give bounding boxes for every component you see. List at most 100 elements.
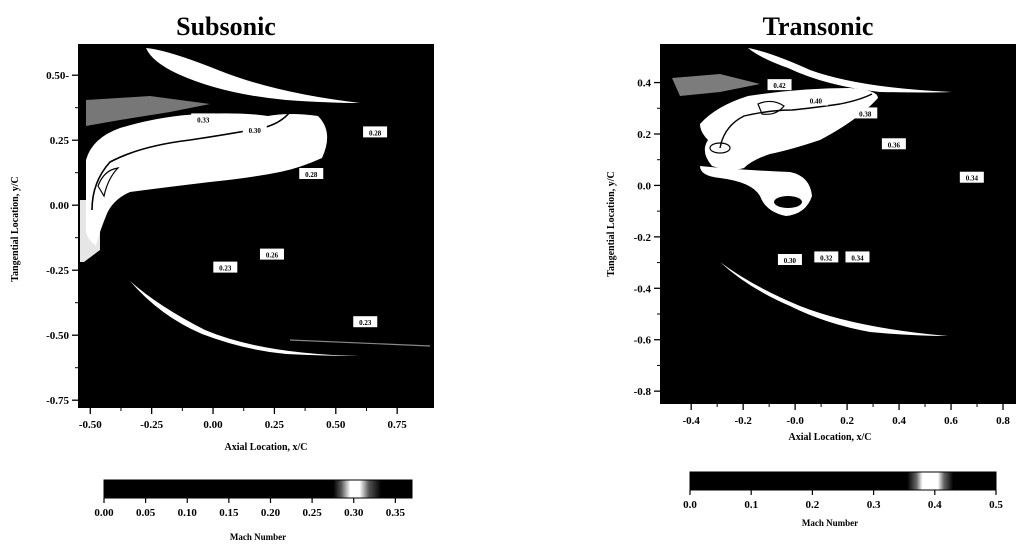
subsonic-contour-labels: 0.33 0.30 0.28 0.28 0.26 0.23 0.23	[191, 113, 388, 328]
transonic-title: Transonic	[763, 12, 874, 41]
subsonic-contour-label-box	[213, 261, 238, 273]
transonic-contour-label-box	[881, 138, 906, 150]
transonic-x-tick-label: -0.2	[734, 415, 752, 427]
subsonic-contour-line-inner	[97, 167, 120, 198]
subsonic-speckle-region	[86, 96, 210, 126]
transonic-contour-label: 0.40	[810, 98, 823, 106]
transonic-contour-label: 0.36	[888, 141, 901, 149]
transonic-lower-blade	[720, 262, 948, 336]
transonic-x-axis-label: Axial Location, x/C	[788, 432, 871, 443]
transonic-colorbar-tick-label: 0.3	[867, 499, 881, 511]
subsonic-contour-label: 0.28	[305, 171, 318, 179]
subsonic-contour-label-box	[299, 168, 324, 179]
subsonic-contour-line	[91, 111, 291, 211]
subsonic-colorbar: 0.00 0.05 0.10 0.15 0.20 0.25 0.30 0.35 Mach Nu…	[94, 479, 413, 542]
transonic-colorbar: 0.0 0.1 0.2 0.3 0.4 0.5 Mach Number	[683, 471, 1003, 528]
subsonic-x-tick-label: 0.00	[203, 419, 223, 431]
subsonic-x-tick-label: 0.75	[388, 419, 408, 431]
transonic-y-tick-label: 0.0	[637, 180, 651, 192]
transonic-y-tick-label: -0.6	[634, 335, 652, 347]
subsonic-colorbar-tick-label: 0.25	[302, 507, 322, 519]
transonic-x-tick-label: 0.4	[892, 415, 906, 427]
subsonic-contour-label: 0.23	[359, 319, 372, 327]
transonic-high-mach-region	[700, 88, 878, 170]
subsonic-title: Subsonic	[176, 12, 276, 41]
subsonic-wake-streak	[289, 339, 431, 347]
transonic-contour-label: 0.34	[851, 254, 864, 262]
transonic-colorbar-tick-label: 0.1	[744, 499, 758, 511]
transonic-contour-label: 0.30	[784, 257, 797, 265]
subsonic-x-tick-label: -0.50	[79, 419, 102, 431]
subsonic-lower-blade	[130, 281, 360, 356]
subsonic-colorbar-tick-label: 0.05	[136, 507, 156, 519]
transonic-contour-label-box	[959, 171, 984, 183]
transonic-contour-line	[719, 93, 873, 149]
subsonic-panel: Subsonic 0.33 0.30 0.28 0.28 0.26 0.23 0.23 -0…	[10, 12, 434, 542]
transonic-contour-label-box	[767, 79, 792, 91]
transonic-contour-label: 0.38	[859, 110, 872, 118]
transonic-colorbar-tick-label: 0.5	[989, 499, 1003, 511]
transonic-x-tick-label: 0.6	[944, 415, 958, 427]
transonic-contour-label-box	[777, 254, 802, 265]
subsonic-y-tick-label: -0.25	[46, 265, 69, 277]
subsonic-contour-label: 0.28	[369, 129, 382, 137]
transonic-panel: Transonic 0.420.400.380.360.340.30 0.32 0.…	[606, 12, 1016, 528]
subsonic-colorbar-tick-label: 0.30	[344, 507, 364, 519]
subsonic-contour-label: 0.26	[266, 252, 279, 260]
transonic-contour-loop	[757, 100, 785, 115]
transonic-contour-labels: 0.42 0.40 0.38 0.36 0.34 0.30 0.32 0.34	[767, 79, 984, 265]
subsonic-y-tick-label: 0.25	[50, 135, 70, 147]
transonic-y-tick-label: -0.8	[634, 386, 652, 398]
subsonic-high-mach-region	[86, 113, 328, 246]
transonic-x-tick-label: -0.4	[682, 415, 700, 427]
transonic-colorbar-tick-label: 0.0	[683, 499, 697, 511]
subsonic-contour-label-box	[353, 316, 378, 328]
transonic-colorbar-label: Mach Number	[802, 518, 858, 528]
subsonic-contour-label: 0.23	[219, 265, 232, 273]
subsonic-contour-label-box	[259, 248, 284, 260]
transonic-speckle-region	[672, 74, 760, 96]
subsonic-x-tick-label: 0.25	[265, 419, 285, 431]
transonic-y-tick-label: 0.4	[637, 78, 651, 90]
subsonic-colorbar-tick-label: 0.35	[386, 507, 406, 519]
transonic-contour-bubble	[774, 196, 802, 208]
transonic-contour-label: 0.42	[773, 82, 786, 90]
subsonic-contour-label: 0.30	[249, 127, 262, 135]
subsonic-x-tick-label: 0.50	[326, 419, 346, 431]
transonic-contour-label-box	[803, 94, 828, 106]
subsonic-contour-label-box	[363, 126, 388, 138]
subsonic-colorbar-ticks: 0.00 0.05 0.10 0.15 0.20 0.25 0.30 0.35	[94, 498, 405, 519]
subsonic-y-tick-label: -0.75	[46, 395, 69, 407]
subsonic-speckle-lower	[80, 200, 100, 262]
transonic-upper-blade	[748, 48, 952, 93]
transonic-colorbar-tick-label: 0.2	[806, 499, 820, 511]
subsonic-contour-label-box	[242, 123, 267, 135]
transonic-contour-label: 0.34	[966, 175, 979, 183]
transonic-x-tick-label: -0.0	[786, 415, 804, 427]
subsonic-contour-label: 0.33	[197, 116, 210, 124]
transonic-x-ticks: -0.4 -0.2 -0.0 0.2 0.4 0.6 0.8	[682, 404, 1010, 427]
transonic-contour-bubble-left	[709, 142, 731, 154]
subsonic-colorbar-tick-label: 0.10	[178, 507, 198, 519]
transonic-contour-label: 0.32	[820, 254, 833, 262]
subsonic-y-ticks: 0.50- 0.25 0.00 -0.25 -0.50 -0.75	[46, 70, 78, 407]
transonic-y-axis-label: Tangential Location, y/C	[606, 171, 617, 276]
subsonic-plot-area	[78, 44, 434, 408]
transonic-y-tick-label: 0.2	[637, 129, 651, 141]
transonic-y-ticks: 0.4 0.2 0.0 -0.2 -0.4 -0.6 -0.8	[634, 78, 660, 398]
subsonic-x-ticks: -0.50 -0.25 0.00 0.25 0.50 0.75	[79, 408, 407, 431]
subsonic-y-tick-label: 0.00	[50, 200, 70, 212]
transonic-contour-label-box	[814, 251, 839, 263]
subsonic-x-axis-label: Axial Location, x/C	[224, 442, 307, 453]
transonic-plot-area	[660, 44, 1016, 404]
subsonic-colorbar-label: Mach Number	[230, 532, 286, 542]
subsonic-upper-blade	[146, 48, 360, 103]
transonic-y-tick-label: -0.4	[634, 283, 652, 295]
transonic-contour-label-box	[853, 107, 878, 119]
transonic-colorbar-ticks: 0.0 0.1 0.2 0.3 0.4 0.5	[683, 490, 1003, 511]
subsonic-colorbar-tick-label: 0.20	[261, 507, 281, 519]
subsonic-colorbar-tick-label: 0.00	[94, 507, 114, 519]
subsonic-contour-label-box	[191, 113, 216, 125]
transonic-x-tick-label: 0.8	[996, 415, 1010, 427]
